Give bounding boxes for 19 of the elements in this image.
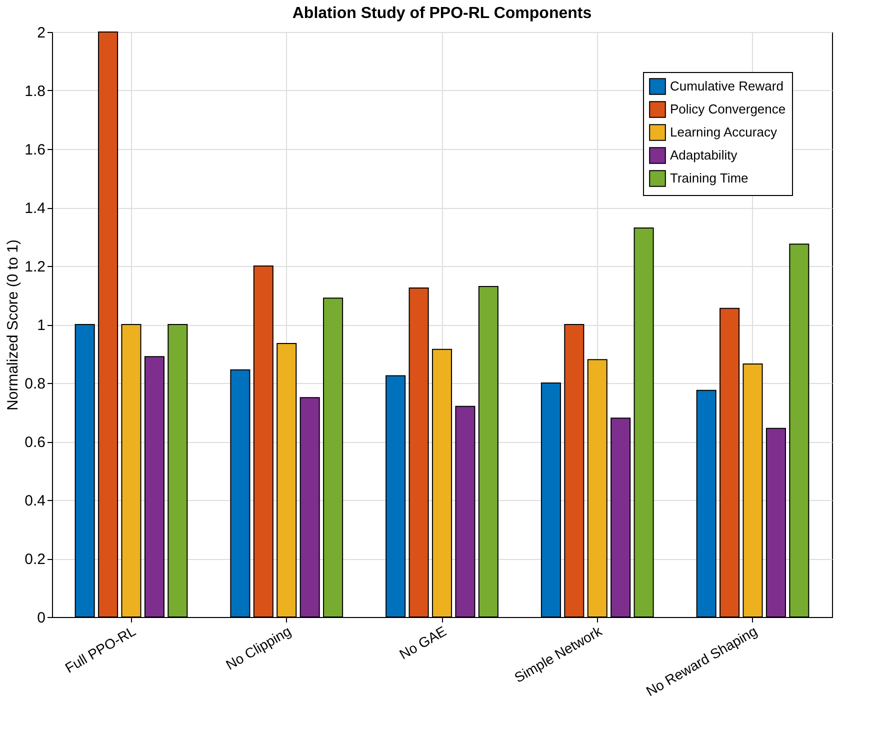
- y-axis-title: Normalized Score (0 to 1): [4, 240, 22, 410]
- legend-label: Adaptability: [670, 148, 738, 162]
- y-tick-label: 0.6: [24, 434, 46, 451]
- y-tick-label: 0: [37, 610, 46, 626]
- y-tick-label: 1.6: [24, 142, 46, 158]
- chart-title: Ablation Study of PPO-RL Components: [292, 5, 592, 22]
- y-tick-label: 0.8: [24, 376, 46, 392]
- y-tick-label: 0.2: [24, 551, 46, 568]
- y-tick-label: 1.2: [24, 258, 46, 276]
- y-tick-label: 1: [37, 317, 46, 334]
- y-tick-label: 1.8: [24, 83, 46, 100]
- legend-label: Learning Accuracy: [670, 124, 778, 140]
- y-tick-label: 1.4: [24, 200, 46, 217]
- y-tick-label: 0.4: [24, 492, 46, 510]
- legend-label: Policy Convergence: [670, 102, 786, 116]
- legend-label: Cumulative Reward: [670, 78, 784, 94]
- legend-label: Training Time: [670, 170, 748, 186]
- y-tick-label: 2: [37, 24, 46, 42]
- x-tick-label: No GAE: [396, 622, 449, 662]
